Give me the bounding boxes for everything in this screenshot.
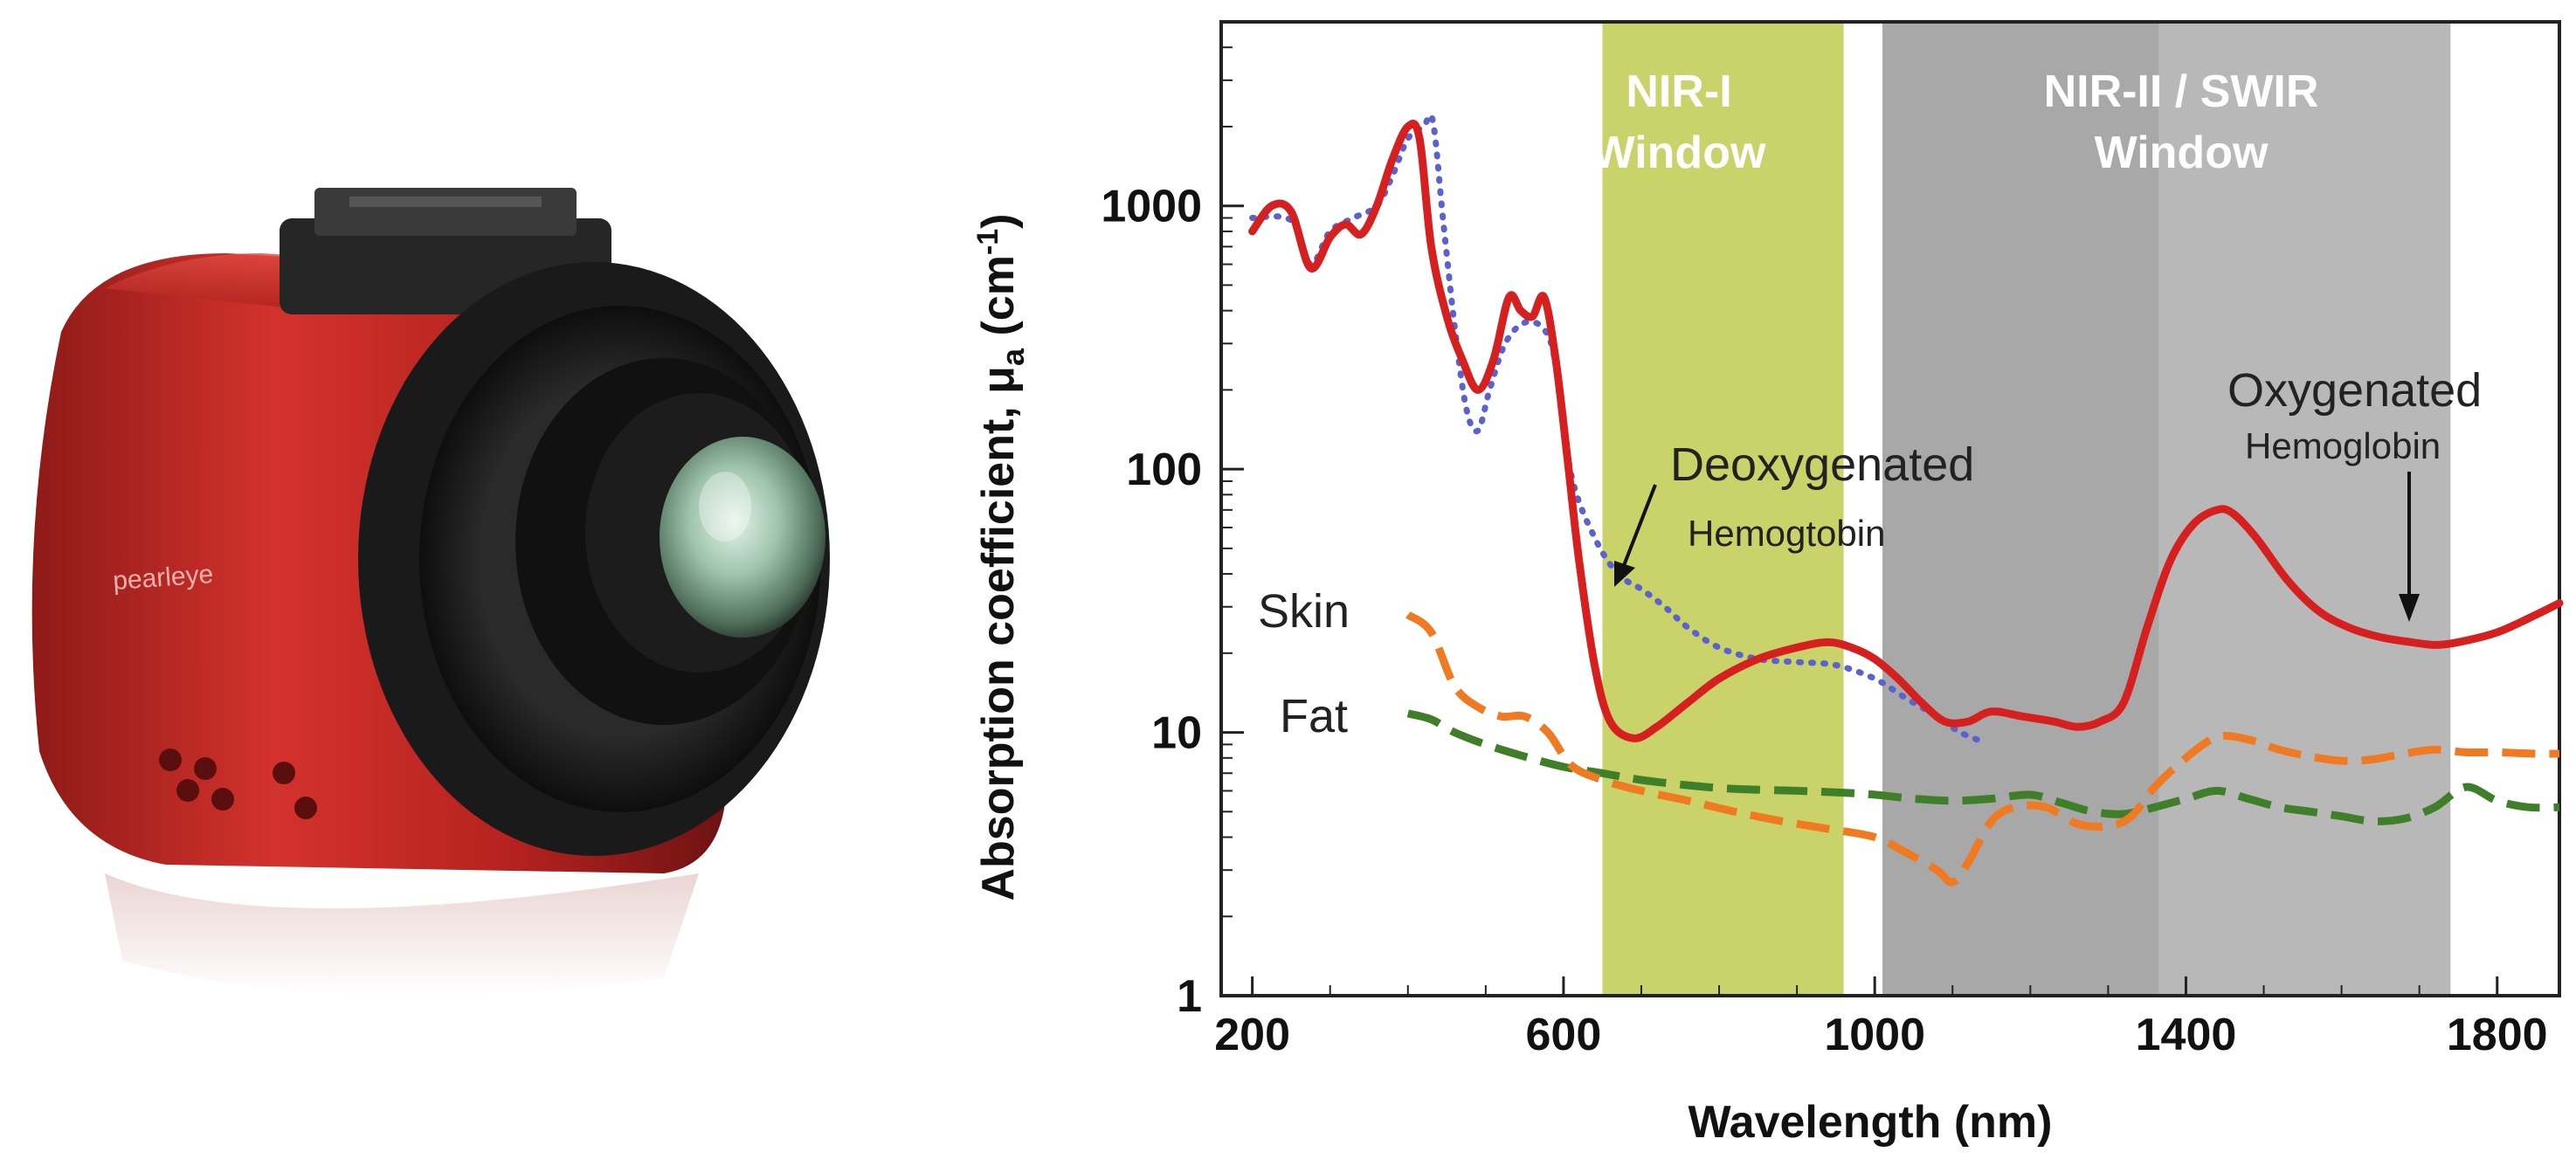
series-line-skin: [1405, 611, 2560, 887]
deoxygenated-arrow-icon: [1614, 484, 1657, 587]
y-axis-title-unit-open: (cm: [973, 255, 1024, 335]
y-tick-label: 1: [1177, 971, 1202, 1022]
x-tick-label: 1000: [1824, 1010, 1925, 1060]
deoxygenated-label: Deoxygenated: [1670, 438, 1974, 491]
oxygenated-arrow-icon: [2399, 472, 2420, 622]
camera-brand-text: pearleye: [112, 560, 214, 596]
x-tick-label: 1800: [2447, 1010, 2548, 1060]
spectral-windows: [1602, 22, 2451, 996]
x-tick-label: 600: [1526, 1010, 1602, 1060]
series-line-oxygenated-hemoglobin: [1248, 120, 2564, 742]
oxygenated-sublabel: Hemoglobin: [2245, 425, 2441, 466]
y-tick-label: 10: [1151, 708, 1202, 759]
nir2-window-label-line1: NIR-II / SWIR: [2044, 66, 2319, 117]
window-band-nir2-inner: [1882, 22, 2159, 996]
skin-label: Skin: [1258, 585, 1350, 638]
y-tick-label: 100: [1126, 445, 1202, 495]
series-lines: [1248, 112, 2564, 887]
y-axis-title-unit-close: ): [973, 213, 1024, 228]
nir1-window-label-line2: Window: [1592, 128, 1766, 178]
y-axis-title: Absorption coefficient, μa (cm-1): [971, 213, 1031, 900]
oxygenated-label: Oxygenated: [2227, 364, 2482, 417]
nir2-window-label-line2: Window: [2095, 128, 2269, 178]
deoxygenated-sublabel: Hemogtobin: [1688, 513, 1885, 554]
plot-border: [1219, 20, 2561, 997]
x-axis-title: Wavelength (nm): [1689, 1097, 2053, 1148]
axis-ticks: 200 600 1000 1400 1800 1 10 100 1000: [1101, 21, 2548, 1060]
x-tick-label: 1400: [2136, 1010, 2237, 1060]
y-tick-label: 1000: [1101, 182, 1202, 232]
series-line-deoxygenated-hemoglobin: [1249, 112, 1987, 745]
y-axis-title-unit-sup: -1: [971, 229, 1005, 255]
window-band-nir1: [1602, 22, 1844, 996]
fat-label: Fat: [1280, 690, 1348, 742]
y-axis-title-main: Absorption coefficient, μ: [973, 366, 1024, 901]
camera-vents: [159, 749, 317, 819]
nir1-window-label-line1: NIR-I: [1626, 66, 1731, 117]
series-line-fat: [1406, 709, 2560, 825]
plot-frame: [1219, 20, 2561, 997]
camera-photo: pearleye: [0, 0, 891, 1166]
x-tick-label: 200: [1214, 1010, 1290, 1060]
y-axis-title-sub: a: [995, 348, 1031, 366]
lens-icon: [660, 437, 825, 638]
camera-reflection: [105, 873, 699, 997]
